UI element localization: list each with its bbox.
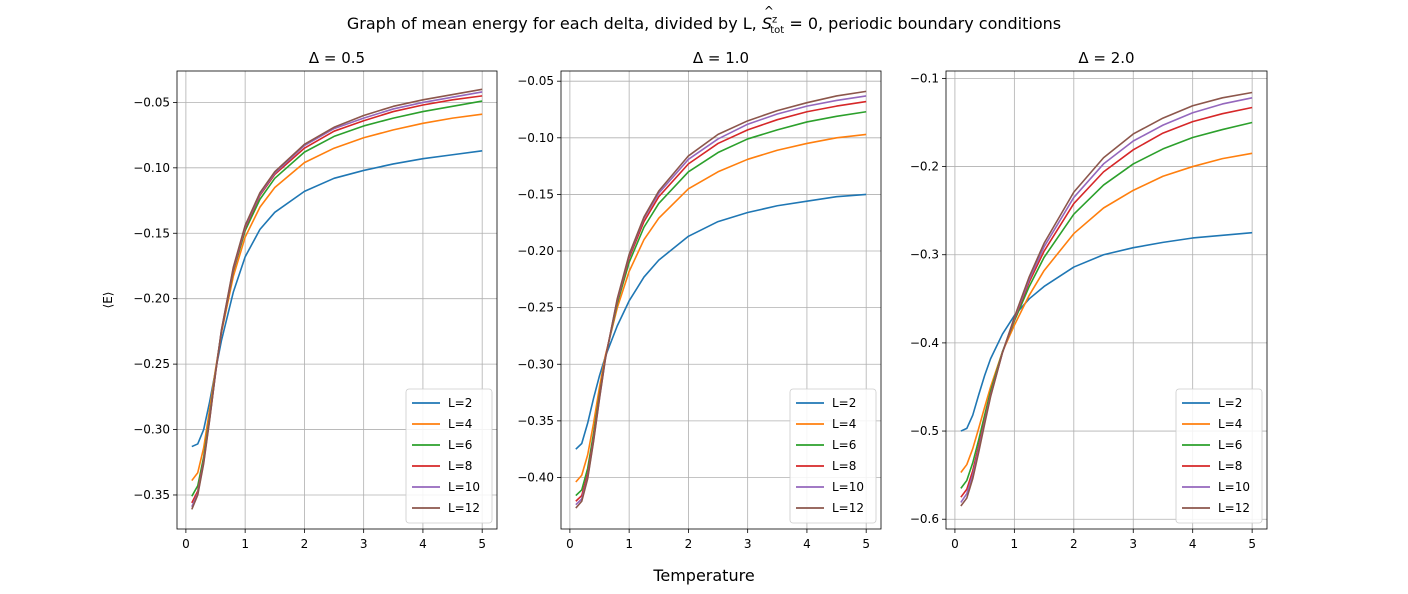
x-tick-label: 4 — [1189, 537, 1197, 551]
series-line-l-12 — [191, 88, 483, 510]
y-tick-label: −0.20 — [517, 244, 554, 258]
legend-entry: L=4 — [448, 417, 472, 431]
y-tick-label: −0.10 — [517, 131, 554, 145]
legend-box — [789, 388, 877, 524]
y-tick-label: −0.40 — [517, 470, 554, 484]
legend-entry: L=8 — [1218, 459, 1242, 473]
y-tick-label: −0.1 — [910, 71, 939, 85]
y-tick-label: −0.05 — [133, 95, 170, 109]
x-tick-label: 0 — [566, 537, 574, 551]
figure-title-prefix: Graph of mean energy for each delta, div… — [346, 14, 757, 33]
legend-box — [1175, 388, 1263, 524]
series-line-l-2 — [575, 193, 867, 450]
y-tick-label: −0.15 — [133, 226, 170, 240]
subplot-title: Δ = 1.0 — [693, 49, 749, 67]
series-line-l-8 — [960, 106, 1253, 498]
x-tick-label: 2 — [685, 537, 693, 551]
x-tick-label: 2 — [1070, 537, 1078, 551]
legend-box — [405, 388, 493, 524]
legend: L=2 L=4 L=6 L=8 L=10 L=12 — [405, 388, 493, 524]
x-tick-label: 1 — [241, 537, 249, 551]
x-tick-label: 3 — [744, 537, 752, 551]
subplot-title: Δ = 2.0 — [1078, 49, 1134, 67]
figure-title-math-sup: z — [772, 14, 778, 26]
axes-frame — [176, 70, 498, 530]
series-line-l-12 — [960, 91, 1253, 507]
x-tick-label: 4 — [419, 537, 427, 551]
figure-title-math-eq: = 0 — [784, 14, 818, 33]
y-tick-label: −0.6 — [910, 512, 939, 526]
figure-title: Graph of mean energy for each delta, div… — [0, 14, 1408, 36]
x-tick-label: 0 — [951, 537, 959, 551]
y-tick-label: −0.4 — [910, 336, 939, 350]
x-tick-label: 5 — [478, 537, 486, 551]
legend-entry: L=12 — [1218, 501, 1250, 515]
x-tick-label: 5 — [1248, 537, 1256, 551]
legend-entry: L=2 — [1218, 396, 1242, 410]
axes-frame — [945, 70, 1268, 530]
legend-entry: L=10 — [448, 480, 480, 494]
legend-entry: L=6 — [832, 438, 856, 452]
y-tick-label: −0.30 — [133, 423, 170, 437]
legend-entry: L=10 — [832, 480, 864, 494]
legend: L=2 L=4 L=6 L=8 L=10 L=12 — [1175, 388, 1263, 524]
subplot-3: 0 1 2 3 4 5 −0.6 −0.5 −0.4 −0.3 −0.2 −0.1 Δ = 2.0 L=2… — [910, 49, 1268, 551]
legend-entry: L=6 — [448, 438, 472, 452]
y-tick-label: −0.15 — [517, 187, 554, 201]
y-tick-label: −0.35 — [517, 414, 554, 428]
legend-entry: L=4 — [832, 417, 856, 431]
series-line-l-2 — [960, 231, 1253, 432]
series-line-l-4 — [191, 113, 483, 482]
legend-entry: L=12 — [832, 501, 864, 515]
x-tick-label: 4 — [803, 537, 811, 551]
axes-frame — [560, 70, 882, 530]
y-tick-label: −0.05 — [517, 74, 554, 88]
y-tick-label: −0.10 — [133, 161, 170, 175]
subplot-title: Δ = 0.5 — [309, 49, 365, 67]
legend-entry: L=4 — [1218, 417, 1242, 431]
figure-title-suffix: , periodic boundary conditions — [818, 14, 1062, 33]
legend-entry: L=8 — [832, 459, 856, 473]
y-tick-label: −0.30 — [517, 357, 554, 371]
series-line-l-12 — [575, 90, 867, 509]
y-tick-label: −0.25 — [133, 357, 170, 371]
legend-entry: L=8 — [448, 459, 472, 473]
subplot-2: 0 1 2 3 4 5 −0.40 −0.35 −0.30 −0.25 −0.20 −0.15 −0.1… — [517, 49, 882, 551]
series-line-l-4 — [960, 152, 1253, 473]
y-tick-label: −0.3 — [910, 248, 939, 262]
legend-entry: L=10 — [1218, 480, 1250, 494]
y-tick-label: −0.20 — [133, 292, 170, 306]
series-line-l-2 — [191, 150, 483, 448]
y-tick-label: −0.35 — [133, 488, 170, 502]
x-tick-label: 2 — [301, 537, 309, 551]
x-tick-label: 0 — [182, 537, 190, 551]
legend-entry: L=6 — [1218, 438, 1242, 452]
x-tick-label: 1 — [1011, 537, 1019, 551]
x-tick-label: 1 — [625, 537, 633, 551]
y-tick-label: −0.2 — [910, 160, 939, 174]
y-tick-label: −0.25 — [517, 301, 554, 315]
legend-entry: L=2 — [832, 396, 856, 410]
y-tick-label: −0.5 — [910, 424, 939, 438]
subplot-1: 0 1 2 3 4 5 −0.35 −0.30 −0.25 −0.20 −0.15 −0.10 −0.0… — [133, 49, 498, 551]
legend-entry: L=12 — [448, 501, 480, 515]
x-tick-label: 5 — [862, 537, 870, 551]
x-tick-label: 3 — [1129, 537, 1137, 551]
figure-title-math-s: S — [762, 14, 772, 33]
figure-title-math-sub: tot — [770, 25, 785, 37]
x-axis-label: Temperature — [653, 566, 755, 585]
series-line-l-6 — [960, 121, 1253, 489]
legend: L=2 L=4 L=6 L=8 L=10 L=12 — [789, 388, 877, 524]
series-line-l-4 — [575, 133, 867, 483]
x-tick-label: 3 — [360, 537, 368, 551]
legend-entry: L=2 — [448, 396, 472, 410]
y-axis-label: ⟨E⟩ — [101, 292, 115, 309]
